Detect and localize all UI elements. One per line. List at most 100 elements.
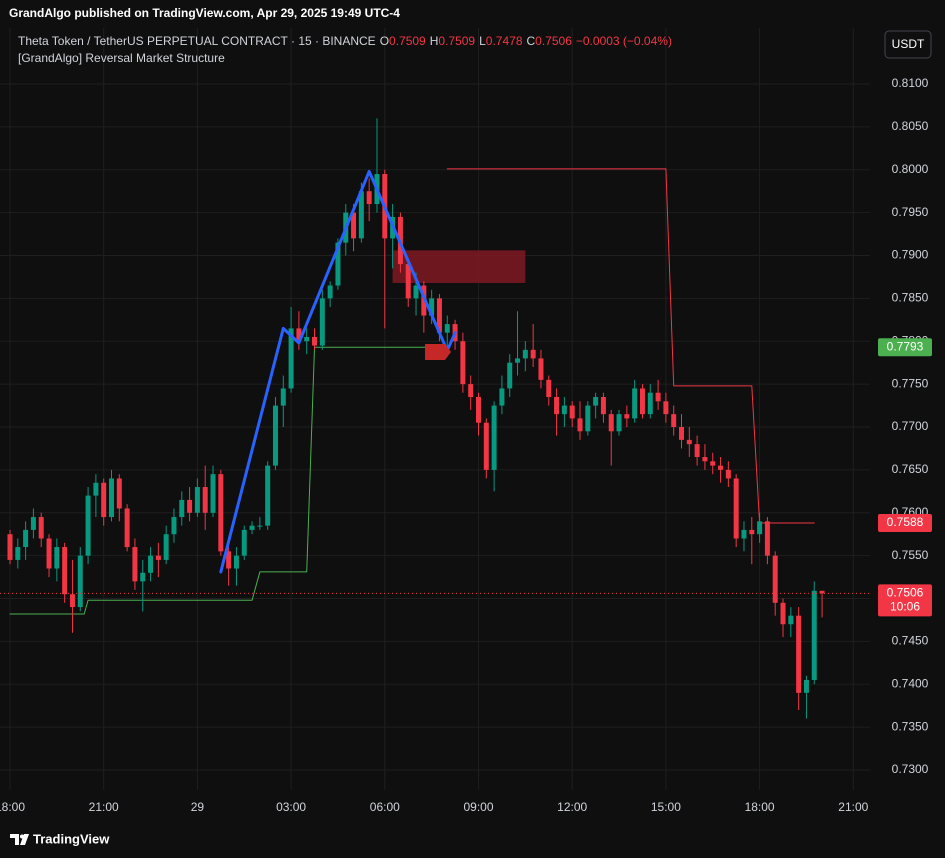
candle-body-up	[30, 517, 36, 530]
x-tick-label: 06:00	[370, 800, 400, 814]
currency-label[interactable]: USDT	[892, 37, 925, 51]
ohlc-value: 0.7506	[535, 34, 572, 48]
candle-body-down	[663, 401, 669, 415]
candle-body-up	[265, 465, 271, 526]
candle-body-up	[803, 679, 809, 693]
candle-body-down	[718, 465, 724, 470]
y-tick-label: 0.7950	[892, 205, 929, 219]
axes: 0.81000.80500.80000.79500.79000.78500.78…	[0, 76, 932, 814]
candle-body-down	[772, 555, 778, 603]
candle-body-down	[600, 396, 606, 415]
ohlc-label: C	[527, 34, 536, 48]
ohlc-label: O	[380, 34, 389, 48]
candle-body-up	[811, 590, 817, 680]
candle-body-down	[218, 474, 224, 552]
candle-body-up	[233, 555, 239, 569]
candle-body-down	[733, 478, 739, 539]
y-tick-label: 0.7300	[892, 762, 929, 776]
candle-body-down	[686, 439, 692, 445]
candle-body-down	[405, 264, 411, 299]
y-tick-label: 0.7400	[892, 676, 929, 690]
candle-body-up	[179, 499, 185, 518]
candle-body-up	[507, 362, 513, 389]
change: −0.0003 (−0.04%)	[576, 34, 672, 48]
symbol-title: Theta Token / TetherUS PERPETUAL CONTRAC…	[18, 34, 376, 48]
candle-body-up	[210, 474, 216, 513]
candle-body-up	[327, 285, 333, 299]
candle-body-up	[515, 358, 521, 363]
candle-body-down	[780, 602, 786, 625]
order-block-zone	[392, 250, 526, 283]
y-tick-label: 0.7650	[892, 462, 929, 476]
candle-body-down	[764, 521, 770, 556]
candle-body-down	[155, 555, 161, 560]
candle-body-up	[632, 388, 638, 419]
candle-body-down	[296, 328, 302, 342]
candle-body-up	[194, 487, 200, 513]
candle-body-up	[616, 414, 622, 432]
y-tick-label: 0.8000	[892, 162, 929, 176]
candle-body-up	[280, 388, 286, 406]
candle-body-down	[187, 499, 193, 513]
candle-body-up	[140, 572, 146, 582]
candle-body-down	[7, 534, 13, 560]
candle-body-down	[62, 547, 68, 595]
candle-body-down	[569, 405, 575, 419]
candle-body-down	[312, 336, 318, 346]
resistance-price-tag-box	[878, 514, 932, 533]
y-tick-label: 0.7700	[892, 419, 929, 433]
candle-body-down	[608, 414, 614, 432]
candle-body-up	[304, 336, 310, 342]
candle-body-down	[116, 478, 122, 509]
candle-body-down	[351, 212, 357, 239]
candle-body-up	[93, 482, 99, 496]
candle-body-up	[272, 405, 278, 466]
candle-body-down	[530, 349, 536, 359]
candle-body-up	[499, 388, 505, 406]
candle-body-down	[124, 508, 130, 548]
candle-body-up	[757, 521, 763, 535]
candle-body-up	[257, 525, 263, 527]
published-note: GrandAlgo published on TradingView.com, …	[9, 6, 400, 20]
candle-body-down	[101, 482, 107, 518]
candle-body-up	[23, 529, 29, 548]
candle-body-up	[319, 298, 325, 346]
candle-body-down	[366, 191, 372, 205]
last-price-tag-box	[878, 584, 932, 617]
candle-body-down	[468, 384, 474, 397]
x-tick-label: 03:00	[276, 800, 306, 814]
candle-body-up	[241, 529, 247, 556]
y-tick-label: 0.7900	[892, 248, 929, 262]
ohlc-value: 0.7509	[438, 34, 475, 48]
candle-body-down	[671, 414, 677, 428]
candle-body-up	[109, 478, 115, 518]
candle-body-up	[429, 298, 435, 316]
x-tick-label: 15:00	[651, 800, 681, 814]
candle-body-up	[15, 547, 21, 560]
candle-body-down	[483, 422, 489, 470]
ohlc-label: L	[479, 34, 486, 48]
candle-body-down	[679, 427, 685, 440]
candle-body-up	[249, 525, 255, 530]
candle-body-down	[819, 590, 825, 594]
candle-body-down	[460, 341, 466, 385]
candle-body-up	[741, 529, 747, 539]
currency-button[interactable]	[884, 30, 932, 59]
candle-body-up	[788, 615, 794, 625]
candle-body-up	[171, 517, 177, 535]
candle-body-up	[561, 405, 567, 415]
candle-body-up	[77, 555, 83, 608]
candle-body-down	[655, 392, 661, 402]
legend-header: Theta Token / TetherUS PERPETUAL CONTRAC…	[18, 34, 672, 48]
candle-body-down	[624, 414, 630, 419]
x-tick-label: 12:00	[557, 800, 587, 814]
tradingview-logo	[10, 834, 29, 845]
candle-body-down	[46, 538, 52, 569]
indicator-name: [GrandAlgo] Reversal Market Structure	[18, 51, 225, 65]
candle-body-down	[554, 396, 560, 415]
candle-body-down	[702, 457, 708, 462]
candle-body-up	[593, 396, 599, 406]
candle-body-down	[202, 487, 208, 513]
